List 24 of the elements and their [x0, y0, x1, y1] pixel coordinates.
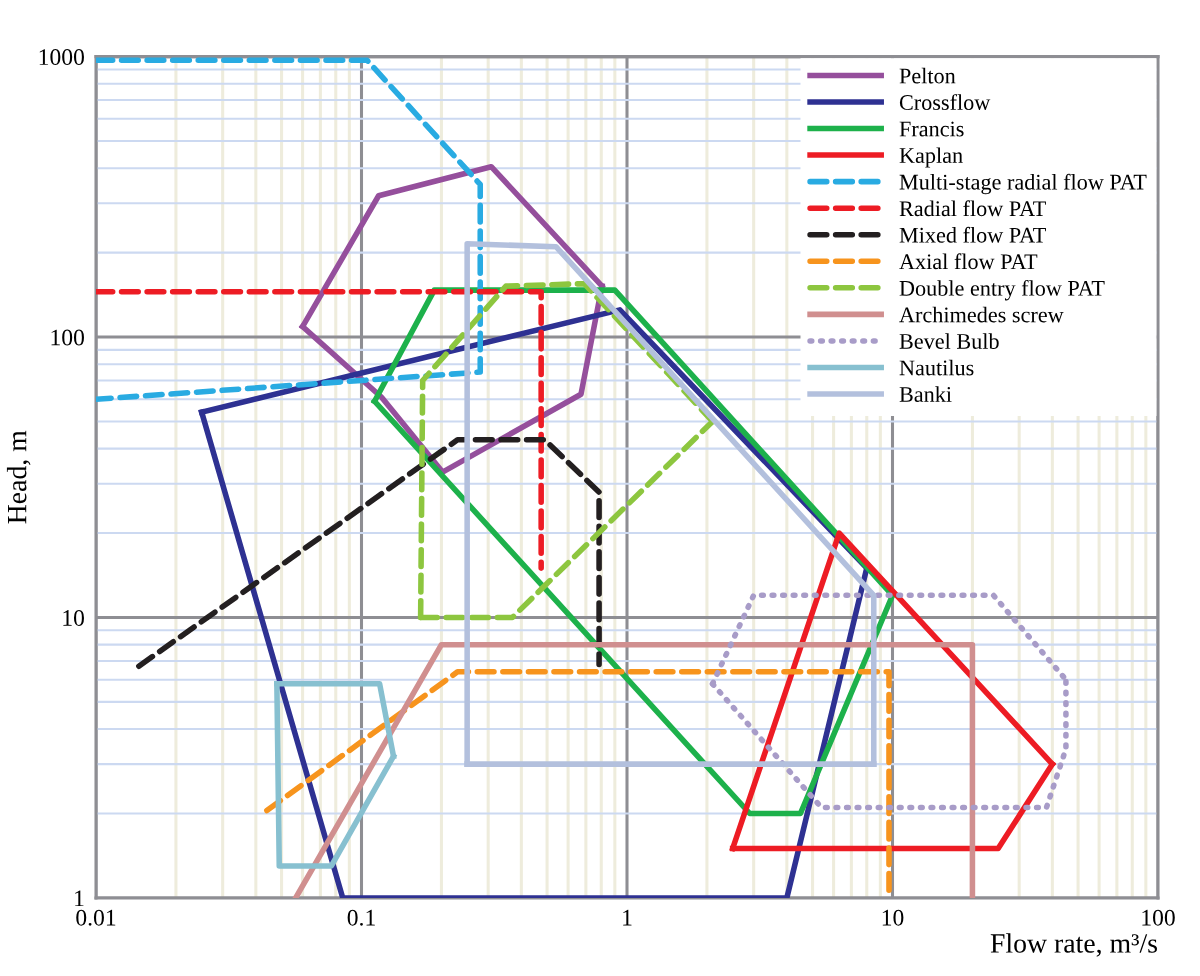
legend-label: Francis	[899, 121, 964, 137]
x-tick-label: 10	[882, 909, 904, 926]
y-tick-label: 1000	[39, 49, 84, 66]
legend-label: Nautilus	[899, 359, 974, 376]
legend-label: Pelton	[899, 67, 956, 84]
x-tick-label: 1	[623, 909, 632, 926]
y-tick-label: 1	[75, 890, 84, 907]
legend-label: Multi-stage radial flow PAT	[899, 173, 1147, 195]
y-axis-title: Head, m	[6, 430, 31, 524]
x-tick-label: 0.1	[347, 909, 375, 926]
legend-label: Kaplan	[899, 147, 963, 168]
y-tick-label: 100	[51, 329, 84, 346]
legend-label: Crossflow	[899, 94, 991, 110]
y-tick-label: 10	[63, 609, 84, 626]
legend-label: Axial flow PAT	[899, 253, 1038, 270]
legend-label: Archimedes screw	[899, 306, 1064, 323]
x-tick-label: 0.01	[76, 909, 116, 926]
x-axis-title: Flow rate, m³/s	[990, 933, 1157, 957]
legend-label: Banki	[899, 386, 952, 402]
legend-label: Double entry flow PAT	[899, 279, 1105, 301]
legend-label: Radial flow PAT	[899, 200, 1046, 217]
legend-label: Bevel Bulb	[899, 333, 999, 349]
legend-label: Mixed flow PAT	[899, 226, 1046, 243]
x-tick-label: 100	[1142, 909, 1175, 926]
